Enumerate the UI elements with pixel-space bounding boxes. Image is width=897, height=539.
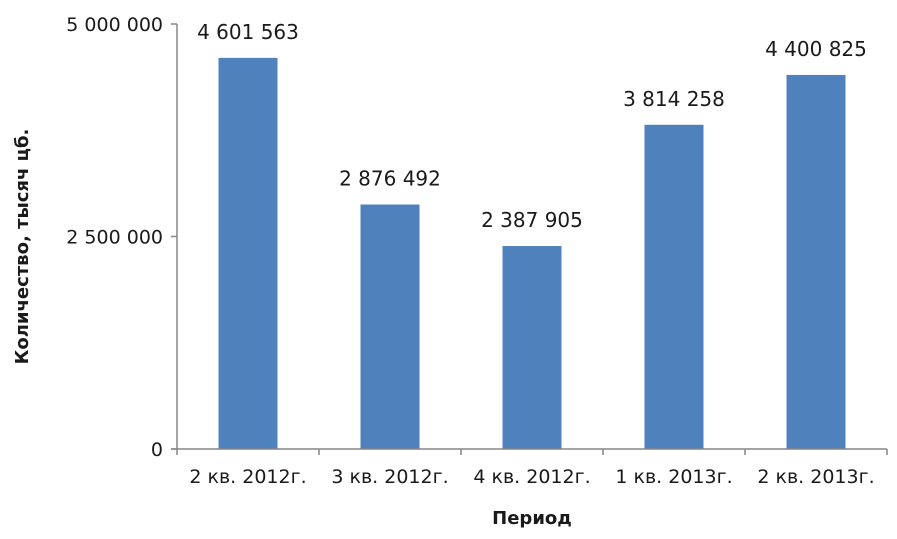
y-axis-title: Количество, тысяч цб. xyxy=(12,129,33,365)
x-tick-label: 3 кв. 2012г. xyxy=(331,466,448,488)
bar xyxy=(218,57,278,449)
bar xyxy=(644,124,704,449)
x-axis-title: Период xyxy=(492,508,572,529)
x-tick-label: 4 кв. 2012г. xyxy=(473,466,590,488)
y-tick-label: 5 000 000 xyxy=(66,14,163,36)
data-label: 3 814 258 xyxy=(623,87,725,111)
bars-group xyxy=(218,57,846,450)
data-label: 4 400 825 xyxy=(765,37,867,61)
data-label: 4 601 563 xyxy=(197,20,299,44)
data-labels-group: 4 601 563 2 876 492 2 387 905 3 814 258 4 40… xyxy=(197,20,867,232)
bar xyxy=(786,74,846,450)
y-tick-label: 0 xyxy=(151,439,163,461)
data-label: 2 387 905 xyxy=(481,208,583,232)
data-label: 2 876 492 xyxy=(339,166,441,190)
x-tick-label: 2 кв. 2013г. xyxy=(757,466,874,488)
y-axis: 0 2 500 000 5 000 000 xyxy=(66,14,178,461)
bar xyxy=(502,246,562,449)
x-axis: 2 кв. 2012г. 3 кв. 2012г. 4 кв. 2012г. 1 кв… xyxy=(171,448,888,488)
y-tick-label: 2 500 000 xyxy=(66,227,163,249)
x-tick-label: 2 кв. 2012г. xyxy=(189,466,306,488)
x-tick-label: 1 кв. 2013г. xyxy=(615,466,732,488)
bar xyxy=(360,204,420,449)
